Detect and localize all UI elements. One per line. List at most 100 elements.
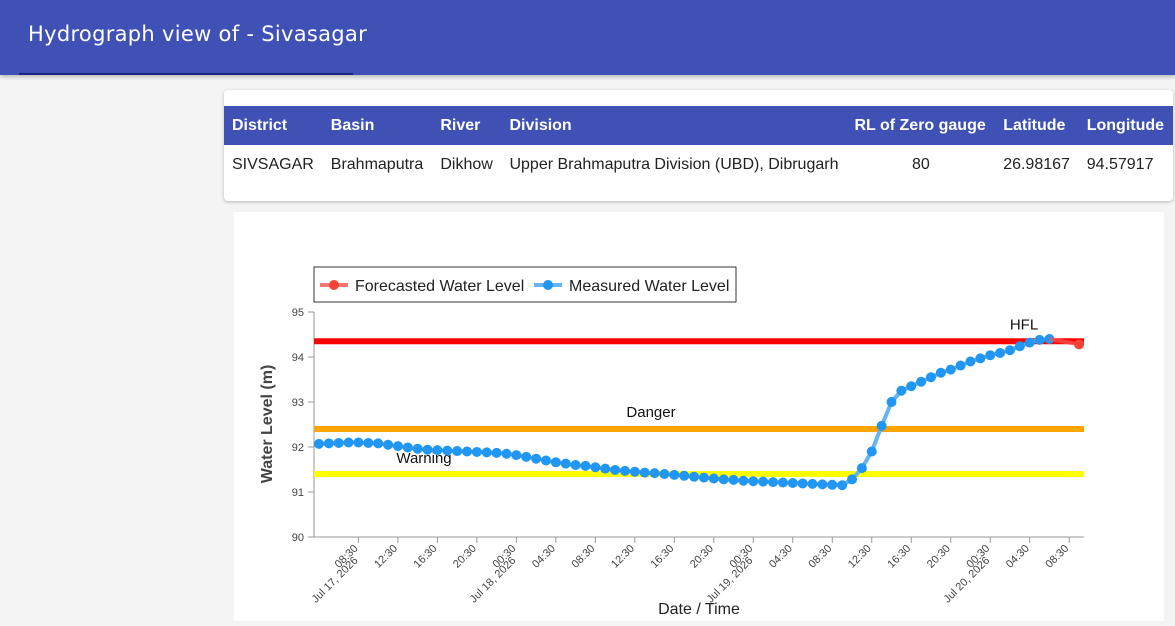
y-tick-label: 93 [292, 397, 304, 409]
measured-point [955, 360, 966, 371]
measured-point [600, 463, 611, 474]
measured-point [995, 347, 1006, 358]
measured-point [698, 472, 709, 483]
measured-point [758, 476, 769, 487]
measured-point [876, 420, 887, 431]
measured-point [906, 381, 917, 392]
measured-point [639, 467, 650, 478]
measured-point [965, 356, 976, 367]
hfl-label: HFL [1010, 316, 1038, 333]
x-tick-label: 16:30 [412, 543, 440, 571]
cell-rl-zero-gauge: 80 [911, 156, 930, 173]
legend-measured-marker [543, 280, 553, 290]
measured-point [521, 451, 532, 462]
chart-legend[interactable]: Forecasted Water Level Measured Water Le… [313, 266, 737, 303]
x-tick-label: 04:30 [767, 543, 795, 571]
column-header-longitude: Longitude [1078, 106, 1173, 145]
legend-forecast-label[interactable]: Forecasted Water Level [355, 278, 524, 295]
cell-latitude: 26.98167 [1003, 156, 1070, 173]
x-tick-label: 20:30 [688, 543, 716, 571]
measured-point [847, 474, 858, 485]
legend-box [313, 266, 737, 303]
column-header-district: District [224, 106, 323, 145]
measured-point [491, 447, 502, 458]
table-row: SIVSAGAR Brahmaputra Dikhow Upper Brahma… [224, 145, 1173, 185]
hydrograph-card: Forecasted Water Level Measured Water Le… [234, 212, 1164, 621]
column-header-rl-zero-gauge: RL of Zero gauge [846, 106, 996, 145]
legend-forecast-marker [329, 280, 339, 290]
measured-point [777, 477, 788, 488]
danger-label: Danger [626, 404, 675, 421]
measured-point [471, 446, 482, 457]
measured-point [689, 471, 700, 482]
y-tick-label: 92 [292, 442, 304, 454]
measured-point [985, 350, 996, 361]
measured-point [768, 477, 779, 488]
measured-point [856, 463, 867, 474]
measured-point [550, 457, 561, 468]
column-header-latitude: Latitude [995, 106, 1079, 145]
x-tick-label: 04:30 [1004, 543, 1032, 571]
measured-point [787, 478, 798, 488]
measured-point [373, 438, 384, 449]
measured-point [896, 385, 907, 396]
cell-district: SIVSAGAR [232, 156, 314, 173]
measured-point [363, 437, 374, 448]
table-header-row: District Basin River Division RL of Zero… [224, 106, 1173, 145]
measured-point [935, 367, 946, 378]
measured-point [402, 442, 413, 453]
measured-point [313, 438, 324, 449]
measured-point [728, 474, 739, 485]
cell-longitude: 94.57917 [1086, 156, 1154, 173]
measured-point [1004, 345, 1015, 356]
x-tick-label: 12:30 [609, 543, 637, 571]
cell-river: Dikhow [440, 156, 493, 173]
measured-point [333, 437, 344, 448]
app-bar: Hydrograph view of - Sivasagar [0, 0, 1175, 75]
measured-point [343, 437, 354, 448]
column-header-river: River [432, 106, 502, 145]
measured-point [580, 460, 591, 471]
legend-measured-label[interactable]: Measured Water Level [569, 278, 729, 295]
measured-point [412, 443, 423, 454]
measured-point [590, 462, 601, 473]
x-tick-label: 08:30 [1043, 543, 1071, 571]
measured-point [323, 438, 334, 449]
measured-point [916, 376, 927, 387]
x-tick-label: 08:30 [806, 543, 834, 571]
column-header-division: Division [501, 106, 847, 145]
measured-point [718, 474, 729, 485]
measured-point [649, 468, 660, 479]
measured-point [866, 446, 877, 457]
measured-point [669, 469, 680, 480]
y-axis-label: Water Level (m) [259, 365, 276, 484]
measured-point [748, 476, 759, 487]
y-tick-label: 91 [292, 487, 304, 499]
measured-point [540, 455, 551, 466]
x-tick-label: 08:30 [570, 543, 598, 571]
measured-point [827, 479, 838, 490]
measured-point [1024, 337, 1035, 348]
x-tick-label: 20:30 [451, 543, 479, 571]
x-tick-label: 12:30 [372, 543, 400, 571]
measured-point [392, 441, 403, 452]
measured-point [797, 478, 808, 489]
measured-point [560, 458, 571, 469]
measured-point [1034, 334, 1045, 345]
measured-point [1014, 341, 1025, 352]
x-tick-label: 12:30 [846, 543, 874, 571]
page-title: Hydrograph view of - Sivasagar [28, 22, 368, 46]
hydrograph-chart[interactable]: Forecasted Water Level Measured Water Le… [234, 212, 1164, 621]
measured-point [925, 372, 936, 383]
x-tick-label: 04:30 [530, 543, 558, 571]
station-info-table: District Basin River Division RL of Zero… [224, 106, 1173, 185]
x-tick-label: 16:30 [648, 543, 676, 571]
cell-basin: Brahmaputra [330, 156, 424, 173]
x-tick-label: 20:30 [925, 543, 953, 571]
x-axis-label: Date / Time [658, 601, 740, 618]
measured-point [501, 448, 512, 459]
y-tick-label: 90 [292, 532, 304, 544]
measured-point [975, 353, 986, 364]
measured-point [353, 437, 364, 448]
x-tick-label: 16:30 [885, 543, 913, 571]
